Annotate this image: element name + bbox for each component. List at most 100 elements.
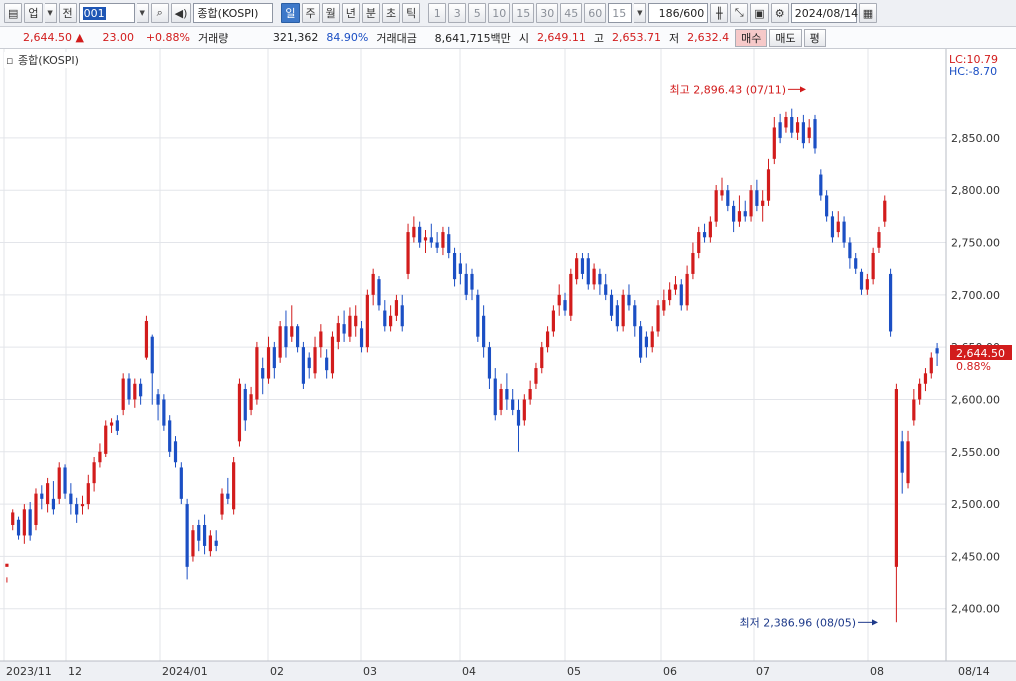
code-dropdown[interactable]: ▼ (136, 3, 149, 23)
candle-body (580, 258, 585, 274)
candle-body (691, 253, 695, 274)
speaker-icon[interactable]: ◀) (170, 3, 192, 23)
candle-body (266, 347, 271, 379)
code-input[interactable]: 001 (78, 3, 135, 23)
candle-body (714, 190, 718, 222)
candle-body (197, 525, 201, 541)
minute-30[interactable]: 30 (536, 3, 559, 23)
minute-5[interactable]: 5 (468, 3, 487, 23)
amount-label: 거래대금 (376, 31, 417, 45)
candle-body (575, 258, 579, 280)
candle-body (185, 504, 189, 567)
calendar-icon[interactable]: ▦ (858, 3, 878, 23)
period-day[interactable]: 일 (281, 3, 300, 23)
candle-body (121, 378, 125, 410)
candle-body (848, 242, 852, 259)
minute-60[interactable]: 60 (584, 3, 607, 23)
candle-body (191, 530, 195, 557)
draw-tool-icon[interactable]: ⤡ (730, 3, 749, 23)
candle-body (371, 273, 375, 295)
candle-body (673, 284, 678, 290)
up-triangle-icon: ▲ (75, 31, 84, 44)
price-change: 23.00 (102, 31, 135, 44)
prev-button[interactable]: 전 (58, 3, 77, 23)
candle-body (301, 347, 306, 384)
candle-body (92, 462, 96, 484)
period-second[interactable]: 초 (382, 3, 401, 23)
candlestick-chart[interactable]: 2,400.00 2,450.00 2,500.00 2,550.00 2,600.00… (0, 49, 1016, 681)
chart-mode-icon[interactable]: ▤ (4, 3, 23, 23)
candle-body (609, 294, 614, 316)
candle-body (458, 263, 462, 274)
candle-type-icon[interactable]: ╫ (710, 3, 729, 23)
minute-15[interactable]: 15 (512, 3, 535, 23)
save-icon[interactable]: ▣ (750, 3, 769, 23)
volume-label: 거래량 (198, 31, 229, 45)
candle-body (470, 273, 474, 290)
candle-body (464, 273, 468, 295)
candle-body (51, 498, 56, 510)
candle-body (237, 383, 242, 442)
minute-custom-input[interactable]: 15 (608, 3, 633, 23)
x-tick-label: 08 (870, 665, 884, 678)
name-input[interactable]: 종합(KOSPI) (193, 3, 274, 23)
sell-button[interactable]: 매도 (769, 28, 802, 47)
toolbar: ▤ 업 ▼ 전 001 ▼ ⌕ ◀) 종합(KOSPI) 일 주 월 년 분 초… (0, 0, 1016, 27)
candle-body (98, 451, 102, 463)
candle-body (429, 237, 433, 243)
y-tick-label: 2,500.00 (951, 498, 1000, 511)
search-icon[interactable]: ⌕ (150, 3, 169, 23)
candle-body (284, 326, 288, 348)
period-tick[interactable]: 틱 (402, 3, 421, 23)
candle-body (144, 321, 149, 358)
candle-body (487, 347, 492, 379)
period-month[interactable]: 월 (321, 3, 340, 23)
candle-body (511, 399, 515, 410)
candle-body (16, 519, 21, 536)
candle-body (737, 211, 742, 222)
period-week[interactable]: 주 (301, 3, 320, 23)
market-type-dropdown[interactable]: ▼ (44, 3, 57, 23)
count-total: /600 (679, 6, 705, 20)
candle-body (150, 336, 154, 374)
candle-body (400, 305, 404, 327)
minute-1[interactable]: 1 (428, 3, 447, 23)
change-pct: +0.88% (145, 31, 190, 44)
candle-body (208, 535, 212, 552)
candle-body (569, 273, 573, 316)
candle-body (790, 117, 794, 133)
candle-body (923, 373, 928, 384)
candle-body (63, 467, 67, 494)
candle-body (441, 232, 445, 248)
x-tick-label: 2024/01 (162, 665, 208, 678)
candle-body (894, 389, 898, 567)
settings-gear-icon[interactable]: ⚙ (770, 3, 789, 23)
minute-10[interactable]: 10 (488, 3, 511, 23)
minute-custom-dropdown[interactable]: ▼ (634, 3, 647, 23)
chart-area[interactable]: 2,400.00 2,450.00 2,500.00 2,550.00 2,600.00… (0, 49, 1016, 681)
period-year[interactable]: 년 (341, 3, 360, 23)
average-button[interactable]: 평 (803, 28, 826, 47)
candle-body (168, 420, 172, 452)
volume-ratio: 84.90% (326, 31, 369, 44)
candle-body (423, 237, 428, 241)
period-minute[interactable]: 분 (361, 3, 381, 23)
buy-button[interactable]: 매수 (735, 28, 768, 47)
current-price: 2,644.50 (23, 31, 73, 44)
low-value: 2,632.4 (687, 31, 730, 44)
candle-body (365, 294, 369, 348)
candle-body (22, 509, 26, 536)
candle-body (389, 315, 393, 327)
minute-3[interactable]: 3 (448, 3, 467, 23)
candle-body (406, 232, 410, 274)
date-input[interactable]: 2024/08/14 (790, 3, 858, 23)
candle-body (220, 493, 224, 515)
candle-body (900, 441, 904, 473)
x-tick-label: 06 (663, 665, 677, 678)
minute-45[interactable]: 45 (560, 3, 583, 23)
market-type-button[interactable]: 업 (24, 3, 43, 23)
count-input[interactable]: 186/600 (648, 3, 709, 23)
x-tick-label: 12 (68, 665, 82, 678)
x-axis: 2023/11 12 2024/01 02 03 04 05 06 07 08 08/14 (6, 665, 990, 678)
candle-body (5, 563, 9, 567)
